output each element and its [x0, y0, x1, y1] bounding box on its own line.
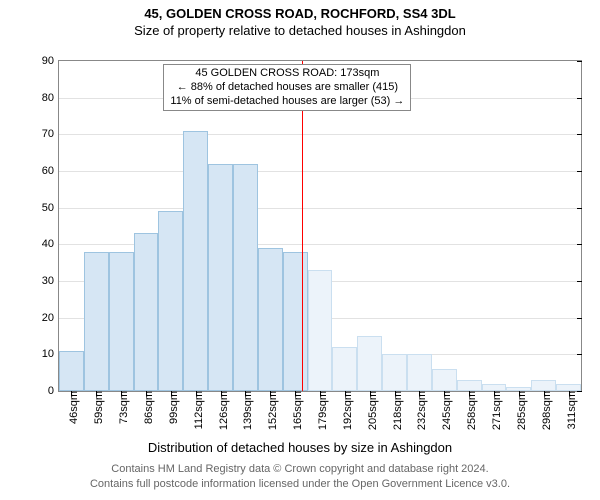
bar — [109, 252, 134, 391]
bar — [183, 131, 208, 391]
x-axis-label: Distribution of detached houses by size … — [0, 440, 600, 455]
bar — [556, 384, 581, 391]
bar — [382, 354, 407, 391]
chart-subtitle: Size of property relative to detached ho… — [0, 23, 600, 38]
y-tick-label: 40 — [42, 238, 59, 250]
y-tick-label: 50 — [42, 202, 59, 214]
x-tick-mark — [469, 391, 470, 396]
x-tick-mark — [569, 391, 570, 396]
x-tick-mark — [419, 391, 420, 396]
x-tick-mark — [71, 391, 72, 396]
x-tick-label: 179sqm — [311, 391, 329, 430]
x-tick-mark — [146, 391, 147, 396]
footer-line-2: Contains full postcode information licen… — [0, 478, 600, 490]
x-tick-label: 298sqm — [535, 391, 553, 430]
bar — [407, 354, 432, 391]
x-tick-label: 139sqm — [236, 391, 254, 430]
x-tick-label: 152sqm — [261, 391, 279, 430]
bar — [457, 380, 482, 391]
x-tick-label: 218sqm — [386, 391, 404, 430]
x-tick-mark — [96, 391, 97, 396]
bar — [283, 252, 308, 391]
y-tick-label: 60 — [42, 165, 59, 177]
y-tick-mark — [577, 208, 582, 209]
y-tick-label: 30 — [42, 275, 59, 287]
y-tick-label: 10 — [42, 348, 59, 360]
x-tick-label: 258sqm — [460, 391, 478, 430]
x-tick-label: 205sqm — [361, 391, 379, 430]
y-tick-mark — [577, 61, 582, 62]
x-tick-mark — [494, 391, 495, 396]
grid-line — [59, 208, 581, 209]
chart-title: 45, GOLDEN CROSS ROAD, ROCHFORD, SS4 3DL — [0, 6, 600, 21]
bar — [59, 351, 84, 391]
histogram-chart: 45, GOLDEN CROSS ROAD, ROCHFORD, SS4 3DL… — [0, 0, 600, 500]
y-tick-label: 90 — [42, 55, 59, 67]
x-tick-label: 245sqm — [435, 391, 453, 430]
x-tick-mark — [320, 391, 321, 396]
grid-line — [59, 171, 581, 172]
x-tick-label: 192sqm — [336, 391, 354, 430]
bar — [134, 233, 159, 391]
y-tick-label: 70 — [42, 128, 59, 140]
x-tick-mark — [395, 391, 396, 396]
y-tick-label: 20 — [42, 312, 59, 324]
x-tick-label: 126sqm — [212, 391, 230, 430]
y-tick-mark — [577, 281, 582, 282]
x-tick-mark — [345, 391, 346, 396]
y-tick-mark — [577, 354, 582, 355]
annotation-line-3: 11% of semi-detached houses are larger (… — [170, 95, 404, 109]
x-tick-label: 311sqm — [560, 391, 578, 429]
y-tick-mark — [577, 244, 582, 245]
x-tick-mark — [121, 391, 122, 396]
plot-area: 010203040506070809046sqm59sqm73sqm86sqm9… — [58, 60, 582, 392]
x-tick-label: 285sqm — [510, 391, 528, 430]
footer-line-1: Contains HM Land Registry data © Crown c… — [0, 463, 600, 475]
annotation-line-2: ← 88% of detached houses are smaller (41… — [170, 81, 404, 95]
bar — [482, 384, 507, 391]
x-tick-mark — [295, 391, 296, 396]
x-tick-mark — [196, 391, 197, 396]
x-tick-mark — [544, 391, 545, 396]
bar — [432, 369, 457, 391]
bar — [84, 252, 109, 391]
x-tick-mark — [171, 391, 172, 396]
y-tick-mark — [577, 318, 582, 319]
x-tick-label: 165sqm — [286, 391, 304, 430]
bar — [208, 164, 233, 391]
bar — [531, 380, 556, 391]
x-tick-mark — [519, 391, 520, 396]
y-tick-mark — [577, 134, 582, 135]
x-tick-mark — [370, 391, 371, 396]
annotation-line-1: 45 GOLDEN CROSS ROAD: 173sqm — [170, 67, 404, 81]
annotation-box: 45 GOLDEN CROSS ROAD: 173sqm ← 88% of de… — [163, 64, 411, 111]
x-tick-mark — [245, 391, 246, 396]
x-tick-label: 271sqm — [485, 391, 503, 430]
x-tick-label: 232sqm — [410, 391, 428, 430]
bar — [158, 211, 183, 391]
grid-line — [59, 134, 581, 135]
bar — [258, 248, 283, 391]
x-tick-label: 112sqm — [187, 391, 205, 429]
bar — [233, 164, 258, 391]
x-tick-mark — [444, 391, 445, 396]
bar — [332, 347, 357, 391]
bar — [308, 270, 333, 391]
y-tick-label: 80 — [42, 92, 59, 104]
bar — [357, 336, 382, 391]
y-tick-label: 0 — [48, 385, 59, 397]
y-tick-mark — [577, 171, 582, 172]
y-tick-mark — [577, 98, 582, 99]
x-tick-mark — [221, 391, 222, 396]
x-tick-mark — [270, 391, 271, 396]
